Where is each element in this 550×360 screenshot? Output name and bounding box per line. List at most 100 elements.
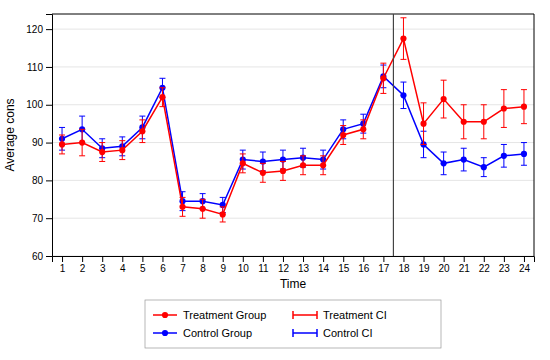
error-bar [501, 144, 507, 167]
x-tick: 19 [418, 256, 430, 274]
y-tick-label: 60 [32, 251, 44, 262]
x-tick-mark [484, 256, 485, 262]
y-tick: 120 [26, 24, 52, 35]
error-bar [180, 197, 186, 216]
x-tick: 16 [358, 256, 370, 274]
x-tick: 17 [378, 256, 390, 274]
point [501, 105, 507, 111]
x-tick-mark [323, 256, 324, 262]
y-tick-mark [46, 180, 52, 181]
x-axis: 123456789101112131415161718192021222324 [53, 256, 535, 274]
x-tick-label: 16 [358, 263, 370, 274]
x-tick-mark [343, 256, 344, 262]
x-tick-label: 23 [499, 263, 511, 274]
x-tick-mark [303, 256, 304, 262]
x-tick-mark [142, 256, 143, 262]
point [220, 211, 226, 217]
legend-label: Treatment CI [323, 309, 387, 321]
x-tick-label: 4 [120, 263, 126, 274]
point [521, 151, 527, 157]
x-tick: 5 [140, 256, 146, 274]
legend-label: Control Group [183, 327, 252, 339]
grid-line [52, 142, 534, 143]
x-tick-label: 13 [298, 263, 310, 274]
error-bar [441, 152, 447, 175]
x-tick-mark [504, 256, 505, 262]
grid-line [52, 66, 534, 67]
x-tick-mark [363, 256, 364, 262]
x-tick: 7 [180, 256, 186, 274]
x-tick-label: 17 [378, 263, 390, 274]
x-tick: 22 [479, 256, 491, 274]
grid-line [52, 29, 534, 30]
point [139, 128, 145, 134]
y-tick: 90 [32, 137, 52, 148]
x-axis-title: Time [280, 277, 307, 291]
y-tick-label: 80 [32, 175, 44, 186]
legend-item: Treatment Group [153, 309, 266, 321]
error-bar [400, 18, 406, 60]
point [99, 149, 105, 155]
legend-label: Control CI [323, 327, 373, 339]
x-tick: 1 [60, 256, 66, 274]
y-tick: 110 [27, 62, 52, 73]
x-tick-mark [162, 256, 163, 262]
legend: Treatment Group Treatment CI Control Group… [145, 300, 441, 348]
legend-item: Treatment CI [293, 309, 387, 321]
error-bar [521, 143, 527, 166]
y-tick-label: 70 [32, 213, 44, 224]
error-bar [159, 88, 165, 107]
x-tick: 9 [220, 256, 226, 274]
x-tick-mark [183, 256, 184, 262]
x-tick: 11 [258, 256, 269, 274]
grid-line [52, 218, 534, 219]
x-tick: 4 [120, 256, 126, 274]
x-tick: 24 [519, 256, 531, 274]
point [280, 168, 286, 174]
x-tick-label: 22 [479, 263, 491, 274]
x-tick: 23 [499, 256, 511, 274]
error-bar [380, 63, 386, 93]
y-tick-label: 110 [27, 62, 43, 73]
point [200, 206, 206, 212]
x-tick: 6 [160, 256, 166, 274]
y-axis-line [46, 15, 53, 257]
error-bar [340, 126, 346, 145]
x-tick: 12 [278, 256, 290, 274]
point [521, 104, 527, 110]
point [501, 153, 507, 159]
y-tick: 100 [26, 99, 52, 110]
y-tick-label: 120 [26, 24, 43, 35]
point [420, 121, 426, 127]
error-bar [461, 105, 467, 139]
x-tick-mark [243, 256, 244, 262]
x-tick-label: 20 [439, 263, 451, 274]
x-tick-label: 8 [200, 263, 206, 274]
x-tick: 14 [318, 256, 330, 274]
legend-marker [162, 312, 168, 318]
y-tick-mark [46, 143, 52, 144]
point [59, 141, 65, 147]
x-tick-mark [122, 256, 123, 262]
point [481, 119, 487, 125]
x-tick: 8 [200, 256, 206, 274]
x-tick-mark [203, 256, 204, 262]
x-tick-label: 7 [180, 263, 186, 274]
point [300, 162, 306, 168]
point [240, 160, 246, 166]
series [59, 18, 527, 222]
legend-frame [145, 300, 441, 348]
y-tick-label: 100 [26, 99, 43, 110]
point [461, 119, 467, 125]
x-tick-mark [263, 256, 264, 262]
point [119, 147, 125, 153]
y-tick: 60 [32, 251, 52, 262]
point [179, 204, 185, 210]
series [59, 65, 527, 212]
x-tick: 15 [338, 256, 350, 274]
error-bar [99, 143, 105, 162]
error-bar [481, 105, 487, 139]
x-tick: 18 [398, 256, 410, 274]
y-axis-title: Average cons [3, 98, 17, 171]
y-tick-mark [46, 256, 52, 257]
